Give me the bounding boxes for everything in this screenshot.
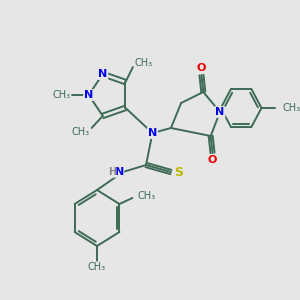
Text: O: O xyxy=(197,63,206,73)
Text: N: N xyxy=(115,167,124,177)
Text: CH₃: CH₃ xyxy=(135,58,153,68)
Text: S: S xyxy=(174,166,183,178)
Text: CH₃: CH₃ xyxy=(138,191,156,201)
Text: H: H xyxy=(108,167,116,177)
Text: N: N xyxy=(215,107,225,117)
Text: O: O xyxy=(208,155,217,165)
Text: CH₃: CH₃ xyxy=(52,90,70,100)
Text: CH₃: CH₃ xyxy=(88,262,106,272)
Text: CH₃: CH₃ xyxy=(72,127,90,137)
Text: N: N xyxy=(98,69,107,79)
Text: N: N xyxy=(84,90,93,100)
Text: CH₃: CH₃ xyxy=(283,103,300,113)
Text: N: N xyxy=(148,128,157,138)
